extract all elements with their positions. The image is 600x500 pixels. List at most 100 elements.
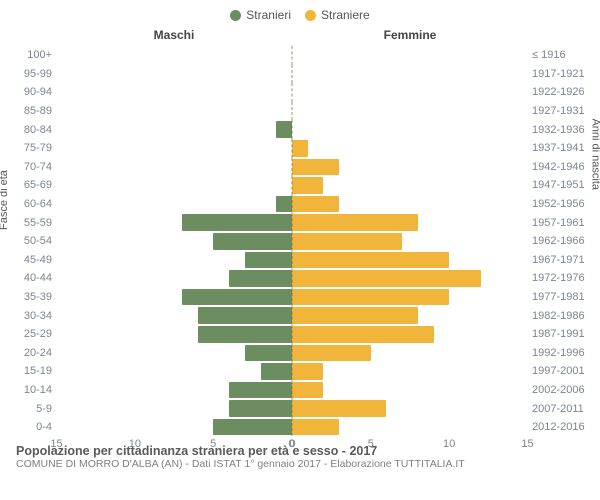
bar-pair	[56, 288, 528, 307]
center-line	[292, 139, 293, 158]
center-line	[292, 399, 293, 418]
center-line	[292, 213, 293, 232]
legend-label-male: Stranieri	[246, 8, 291, 22]
bar-male	[198, 307, 292, 324]
age-label: 60-64	[10, 198, 56, 210]
bar-female	[292, 196, 339, 213]
bar-pair	[56, 344, 528, 363]
age-row: 55-59 1957-1961	[10, 213, 590, 232]
age-label: 0-4	[10, 421, 56, 433]
header-male: Maschi	[56, 28, 292, 42]
bar-pair	[56, 362, 528, 381]
age-row: 15-191997-2001	[10, 362, 590, 381]
birth-year-label: 1947-1951	[528, 179, 590, 191]
bar-pair	[56, 269, 528, 288]
legend-item-male: Stranieri	[230, 8, 291, 22]
birth-year-label: 1957-1961	[528, 217, 590, 229]
birth-year-label: 1997-2001	[528, 365, 590, 377]
legend-swatch-female	[305, 10, 316, 21]
birth-year-label: 1982-1986	[528, 310, 590, 322]
center-line	[292, 83, 293, 102]
column-headers: Maschi Femmine	[10, 28, 590, 42]
bar-male	[213, 233, 292, 250]
bar-male	[261, 363, 292, 380]
bar-female	[292, 419, 339, 436]
age-row: 60-64 1952-1956	[10, 195, 590, 214]
age-row: 40-441972-1976	[10, 269, 590, 288]
bar-female	[292, 177, 323, 194]
population-pyramid-chart: Stranieri Straniere Maschi Femmine Fasce…	[0, 0, 600, 500]
bar-female	[292, 252, 449, 269]
bar-pair	[56, 418, 528, 437]
center-line	[292, 158, 293, 177]
age-row: 35-391977-1981	[10, 288, 590, 307]
bar-pair	[56, 306, 528, 325]
age-row: 75-791937-1941	[10, 139, 590, 158]
bar-pair	[56, 120, 528, 139]
bar-male	[229, 270, 292, 287]
bar-male	[198, 326, 292, 343]
center-line	[292, 288, 293, 307]
center-line	[292, 362, 293, 381]
legend-swatch-male	[230, 10, 241, 21]
birth-year-label: 1962-1966	[528, 235, 590, 247]
age-row: 70-741942-1946	[10, 158, 590, 177]
bar-pair	[56, 139, 528, 158]
age-label: 25-29	[10, 328, 56, 340]
bar-male	[229, 382, 292, 399]
age-label: 80-84	[10, 124, 56, 136]
age-label: 85-89	[10, 105, 56, 117]
bar-female	[292, 326, 434, 343]
bar-female	[292, 233, 402, 250]
age-row: 80-841932-1936	[10, 120, 590, 139]
birth-year-label: 1967-1971	[528, 254, 590, 266]
age-label: 95-99	[10, 68, 56, 80]
bar-male	[229, 400, 292, 417]
center-line	[292, 325, 293, 344]
bar-male	[245, 345, 292, 362]
bar-female	[292, 159, 339, 176]
age-row: 25-29 1987-1991	[10, 325, 590, 344]
age-label: 45-49	[10, 254, 56, 266]
center-line	[292, 46, 293, 65]
footer-title: Popolazione per cittadinanza straniera p…	[16, 444, 584, 458]
bar-pair	[56, 399, 528, 418]
bar-pair	[56, 381, 528, 400]
age-row: 90-94 1922-1926	[10, 83, 590, 102]
birth-year-label: 1987-1991	[528, 328, 590, 340]
birth-year-label: ≤ 1916	[528, 49, 590, 61]
bar-pair	[56, 158, 528, 177]
age-row: 65-691947-1951	[10, 176, 590, 195]
bar-pair	[56, 176, 528, 195]
bar-pair	[56, 102, 528, 121]
center-line	[292, 381, 293, 400]
age-label: 40-44	[10, 272, 56, 284]
birth-year-label: 1922-1926	[528, 86, 590, 98]
birth-year-label: 1977-1981	[528, 291, 590, 303]
center-line	[292, 195, 293, 214]
age-label: 55-59	[10, 217, 56, 229]
center-line	[292, 232, 293, 251]
bar-female	[292, 345, 371, 362]
birth-year-label: 1952-1956	[528, 198, 590, 210]
age-label: 30-34	[10, 310, 56, 322]
birth-year-label: 2002-2006	[528, 384, 590, 396]
age-row: 20-241992-1996	[10, 344, 590, 363]
center-line	[292, 306, 293, 325]
center-line	[292, 269, 293, 288]
y-axis-title-right: Anni di nascita	[590, 118, 600, 190]
age-row: 100+≤ 1916	[10, 46, 590, 65]
bar-pair	[56, 195, 528, 214]
legend-item-female: Straniere	[305, 8, 370, 22]
bar-female	[292, 400, 386, 417]
birth-year-label: 1927-1931	[528, 105, 590, 117]
bar-pair	[56, 232, 528, 251]
bar-pair	[56, 213, 528, 232]
age-row: 30-34 1982-1986	[10, 306, 590, 325]
bar-pair	[56, 65, 528, 84]
bar-pair	[56, 83, 528, 102]
age-label: 90-94	[10, 86, 56, 98]
bar-male	[182, 289, 292, 306]
age-row: 10-142002-2006	[10, 381, 590, 400]
birth-year-label: 1917-1921	[528, 68, 590, 80]
